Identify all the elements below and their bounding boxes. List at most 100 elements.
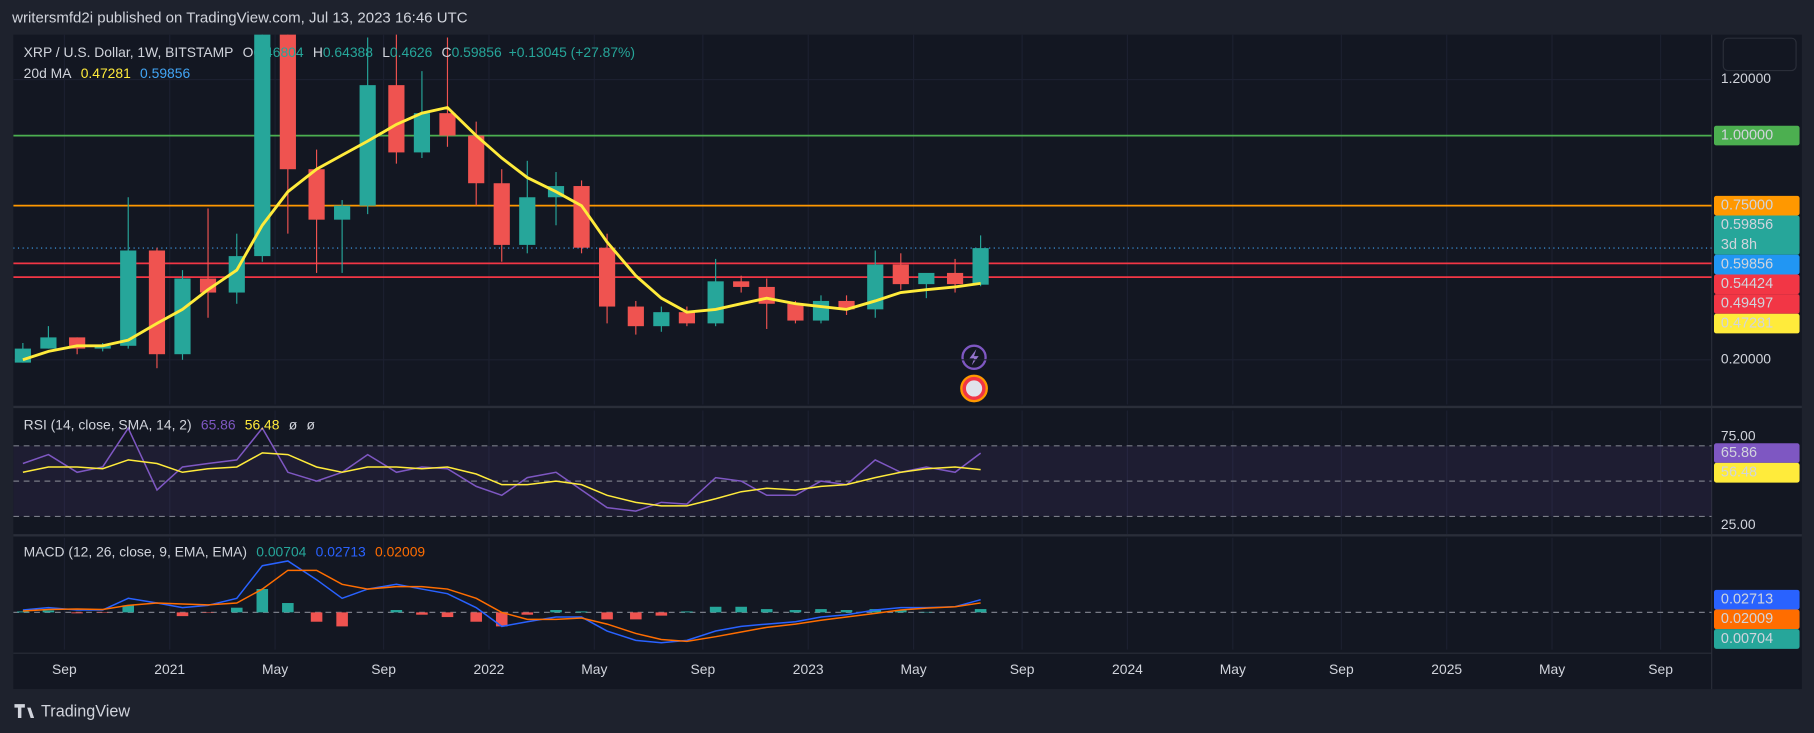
- macd-line: [22, 560, 981, 644]
- candle-body: [174, 278, 191, 355]
- candle-body: [120, 250, 137, 346]
- rsi-line: [22, 452, 981, 507]
- legend: 20d MA 0.47281 0.59856: [24, 65, 191, 81]
- price-label-box: [1713, 629, 1800, 649]
- legend-change: +0.13045 (+27.87%): [509, 44, 635, 60]
- price-label: 0.49497: [1721, 296, 1773, 312]
- chart-area: [13, 34, 1802, 690]
- candle-body: [918, 272, 935, 285]
- pane-2: [13, 537, 1712, 650]
- x-tick-label: May: [581, 661, 607, 677]
- legend-key: H: [313, 44, 323, 60]
- histogram-bar: [336, 612, 348, 627]
- event-icon[interactable]: [961, 344, 987, 370]
- legend-key: O: [243, 44, 254, 60]
- histogram-bar: [416, 612, 428, 615]
- legend-value: 0.59856: [140, 65, 190, 81]
- price-label: 0.47281: [1721, 315, 1773, 331]
- histogram-bar: [974, 609, 987, 613]
- price-label: 0.02713: [1721, 592, 1773, 608]
- legend-value: 0.59856: [452, 44, 502, 60]
- candle-body: [40, 337, 57, 349]
- legend: RSI (14, close, SMA, 14, 2) 65.86 56.48 ø ø: [24, 416, 316, 432]
- legend-extra: ø: [289, 416, 298, 432]
- x-tick-label: Sep: [1329, 661, 1354, 677]
- x-tick-label: Sep: [1010, 661, 1035, 677]
- price-label: 0.59856: [1721, 217, 1773, 233]
- histogram-bar: [42, 610, 55, 613]
- histogram-bar: [71, 612, 83, 614]
- price-label-box: [1713, 313, 1800, 334]
- flag-glyph: [965, 380, 983, 397]
- y-tick-label: 1.20000: [1721, 70, 1771, 86]
- x-tick-label: Sep: [52, 661, 77, 677]
- legend-value: 0.00704: [256, 543, 306, 559]
- price-label: 1.00000: [1721, 127, 1773, 143]
- price-label: 0.02009: [1721, 611, 1773, 627]
- candle-body: [413, 113, 431, 153]
- moving-average: [22, 105, 981, 362]
- legend-title: RSI (14, close, SMA, 14, 2): [24, 416, 192, 432]
- legend-extra: ø: [306, 416, 315, 432]
- pane-1: [13, 410, 1712, 535]
- candle-body: [678, 312, 695, 324]
- pane-0: [13, 34, 1712, 405]
- x-tick-label: May: [1220, 661, 1246, 677]
- legend-value: 0.4626: [390, 44, 433, 60]
- histogram-bar: [895, 610, 907, 613]
- histogram-bar: [575, 611, 588, 613]
- candle-body: [892, 264, 909, 285]
- legend-value: 56.48: [245, 416, 280, 432]
- histogram-bar: [17, 611, 29, 613]
- y-tick-label: 0.20000: [1721, 350, 1771, 366]
- candle-body: [707, 281, 724, 324]
- macd-line: [22, 569, 981, 643]
- candle-body: [279, 34, 296, 170]
- x-tick-label: 2023: [793, 661, 824, 677]
- x-tick-label: May: [262, 661, 288, 677]
- price-label: 0.75000: [1721, 197, 1773, 213]
- toolbar-box[interactable]: [1722, 37, 1797, 72]
- price-label: 0.54424: [1721, 276, 1773, 292]
- price-label-box: [1713, 215, 1800, 255]
- candle-body: [733, 281, 750, 287]
- candle-body: [573, 186, 590, 248]
- candle-body: [598, 247, 616, 307]
- histogram-bar: [470, 612, 482, 622]
- histogram-bar: [789, 610, 802, 613]
- candle-body: [946, 272, 964, 285]
- histogram-bar: [441, 612, 454, 618]
- candle-body: [388, 85, 405, 153]
- price-label: 56.48: [1721, 465, 1757, 481]
- candle-body: [627, 306, 644, 327]
- price-label: 0.00704: [1721, 631, 1773, 647]
- legend-value: 0.47281: [81, 65, 131, 81]
- legend-key: L: [382, 44, 390, 60]
- candle-body: [812, 300, 830, 321]
- histogram-bar: [550, 610, 562, 613]
- price-label-box: [1713, 294, 1800, 314]
- y-tick-label: 25.00: [1721, 516, 1756, 532]
- candle-body: [838, 300, 855, 310]
- candle-body: [308, 169, 325, 220]
- x-tick-label: 2024: [1112, 661, 1143, 677]
- footer: TradingView: [14, 702, 130, 720]
- x-tick-label: Sep: [1648, 661, 1673, 677]
- legend-value: 0.02713: [316, 543, 366, 559]
- histogram-bar: [869, 609, 882, 613]
- candle-body: [359, 85, 376, 206]
- legend-series-name: 20d MA: [24, 65, 73, 81]
- x-tick-label: 2025: [1431, 661, 1462, 677]
- price-label: 3d 8h: [1721, 237, 1757, 253]
- histogram-bar: [840, 610, 853, 613]
- legend-value: 0.46804: [253, 44, 303, 60]
- x-tick-label: May: [1539, 661, 1565, 677]
- price-label-box: [1713, 462, 1800, 483]
- legend-value: 0.02009: [375, 543, 425, 559]
- histogram-bar: [256, 589, 269, 613]
- legend-key: C: [442, 44, 452, 60]
- x-tick-label: Sep: [691, 661, 716, 677]
- histogram-bar: [601, 612, 613, 620]
- histogram-bar: [122, 605, 135, 613]
